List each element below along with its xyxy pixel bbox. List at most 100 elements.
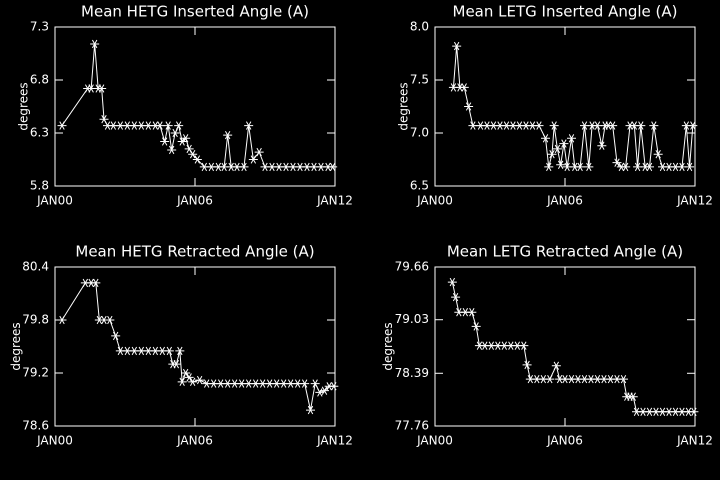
data-point — [468, 121, 478, 130]
data-point — [645, 162, 654, 172]
data-line — [61, 282, 334, 411]
y-tick-label: 78.6 — [22, 419, 49, 433]
data-point — [155, 121, 165, 130]
y-tick-label: 77.76 — [395, 419, 429, 433]
x-tick-label: JAN00 — [416, 434, 453, 448]
data-point — [188, 377, 198, 386]
data-point — [181, 134, 191, 143]
y-tick-label: 80.4 — [22, 260, 49, 274]
plot-frame — [54, 26, 336, 187]
y-axis-label: degrees — [381, 322, 395, 370]
data-point — [188, 150, 198, 159]
data-point — [522, 360, 532, 370]
y-tick-label: 7.0 — [410, 126, 429, 140]
data-point — [111, 331, 121, 341]
data-point — [534, 121, 544, 130]
y-tick-label: 79.2 — [22, 366, 49, 380]
data-point — [608, 121, 618, 130]
x-tick-label: JAN06 — [176, 194, 213, 208]
data-point — [239, 162, 249, 172]
y-axis-label: degrees — [16, 82, 30, 130]
panel: Mean LETG Retracted Angle (A) 77.76 78.39 7… — [381, 243, 713, 448]
data-point — [575, 162, 585, 172]
data-point — [447, 277, 457, 287]
data-point — [584, 162, 594, 172]
x-tick-label: JAN12 — [676, 434, 713, 448]
data-point — [223, 130, 233, 140]
panel: Mean HETG Inserted Angle (A) 5.8 6.3 6.8 7.3… — [16, 3, 352, 208]
chart-title: Mean HETG Retracted Angle (A) — [75, 243, 314, 261]
data-line — [451, 281, 694, 413]
chart-title: Mean HETG Inserted Angle (A) — [81, 3, 309, 21]
data-line — [452, 46, 694, 168]
data-point — [677, 162, 687, 172]
data-point — [593, 121, 602, 130]
data-point — [248, 155, 258, 164]
data-point — [306, 405, 315, 415]
y-tick-label: 6.5 — [410, 179, 429, 193]
data-point — [310, 379, 320, 388]
panel: Mean LETG Inserted Angle (A) 6.5 7.0 7.5 8.0… — [396, 3, 712, 208]
data-point — [544, 162, 554, 172]
y-tick-label: 79.8 — [22, 313, 49, 327]
data-point — [315, 388, 325, 397]
data-point — [464, 102, 474, 111]
data-point — [649, 121, 659, 130]
y-tick-label: 7.3 — [30, 20, 49, 34]
data-point — [177, 137, 187, 146]
data-point — [195, 375, 205, 385]
data-point — [685, 162, 695, 172]
y-axis-label: degrees — [9, 322, 23, 370]
data-point — [170, 128, 180, 138]
data-point — [175, 346, 185, 356]
chart-title: Mean LETG Inserted Angle (A) — [453, 3, 678, 21]
data-point — [628, 392, 638, 401]
data-point — [541, 134, 550, 143]
data-point — [597, 141, 607, 150]
y-tick-label: 6.8 — [30, 73, 49, 87]
data-point — [171, 360, 181, 369]
data-point — [328, 162, 338, 172]
x-tick-label: JAN00 — [416, 194, 453, 208]
x-tick-label: JAN00 — [36, 194, 73, 208]
data-point — [559, 139, 569, 148]
data-point — [164, 346, 174, 356]
data-point — [636, 121, 646, 130]
data-point — [633, 162, 643, 172]
data-point — [254, 147, 264, 157]
data-point — [551, 361, 561, 370]
data-point — [467, 308, 477, 317]
data-point — [562, 162, 572, 172]
data-point — [91, 278, 101, 288]
y-tick-label: 5.8 — [30, 179, 49, 193]
data-point — [184, 373, 194, 382]
data-point — [174, 121, 184, 130]
data-point — [329, 382, 339, 391]
data-point — [549, 121, 559, 130]
data-point — [545, 374, 555, 384]
data-point — [57, 315, 67, 325]
data-point — [181, 368, 191, 378]
y-tick-label: 6.3 — [30, 126, 49, 140]
data-point — [57, 121, 67, 130]
data-point — [619, 374, 628, 384]
x-tick-label: JAN00 — [36, 434, 73, 448]
data-point — [452, 41, 462, 51]
data-point — [184, 144, 194, 154]
y-tick-label: 78.39 — [395, 366, 429, 380]
panel: Mean HETG Retracted Angle (A) 78.6 79.2 79.… — [9, 243, 353, 448]
data-point — [653, 150, 663, 159]
data-point — [192, 155, 202, 164]
data-point — [451, 292, 461, 302]
y-axis-label: degrees — [396, 82, 410, 130]
data-point — [552, 144, 562, 154]
y-tick-label: 7.5 — [410, 73, 429, 87]
x-tick-label: JAN12 — [316, 434, 353, 448]
y-tick-label: 79.03 — [395, 312, 429, 326]
data-line — [61, 43, 333, 168]
y-tick-label: 79.66 — [395, 260, 429, 274]
plot-frame — [434, 266, 696, 427]
data-point — [177, 377, 187, 386]
